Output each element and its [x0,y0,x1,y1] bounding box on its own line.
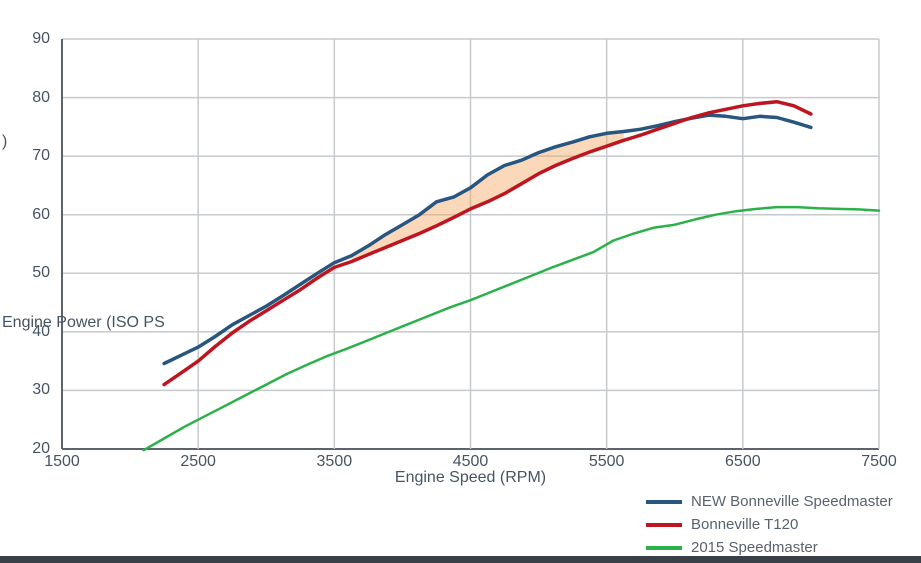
power-gap-shaded-area [351,131,624,262]
x-tick-label: 7500 [861,453,897,470]
legend-item-bonneville-t120: Bonneville T120 [646,513,893,536]
y-tick-label: 90 [32,30,50,47]
y-tick-label: 20 [32,440,50,457]
y-tick-label: 50 [32,264,50,282]
y-axis-label-fragment: ) [2,133,8,150]
x-tick-label: 2500 [180,453,216,470]
page-bottom-bar [0,556,921,563]
x-tick-label: 1500 [44,453,80,470]
y-tick-label: 70 [32,147,50,165]
y-axis-label: Engine Power (ISO PS [2,314,165,331]
y-tick-label: 30 [32,381,50,399]
legend-swatch-red-line [646,522,682,527]
legend-label: NEW Bonneville Speedmaster [691,493,893,510]
y-tick-label: 80 [32,88,50,106]
legend-label: 2015 Speedmaster [691,539,818,556]
series-line-1 [162,99,813,387]
x-tick-label: 3500 [316,453,353,470]
legend-item-2015-speedmaster: 2015 Speedmaster [646,536,893,559]
x-tick-label: 5500 [588,453,625,470]
series-line-2 [142,205,881,452]
legend-label: Bonneville T120 [691,516,799,533]
y-tick-label: 60 [32,205,50,223]
series-line-0 [162,113,813,366]
x-tick-label: 4500 [452,453,489,470]
y-tick-label: 40 [32,322,50,340]
legend-swatch-blue-line [646,499,682,504]
x-tick-label: 6500 [725,453,761,470]
x-axis-label: Engine Speed (RPM) [394,469,547,486]
legend-item-new-bonneville-speedmaster: NEW Bonneville Speedmaster [646,490,893,513]
chart-legend: NEW Bonneville Speedmaster Bonneville T1… [646,490,893,559]
legend-swatch-green-line [646,545,682,550]
